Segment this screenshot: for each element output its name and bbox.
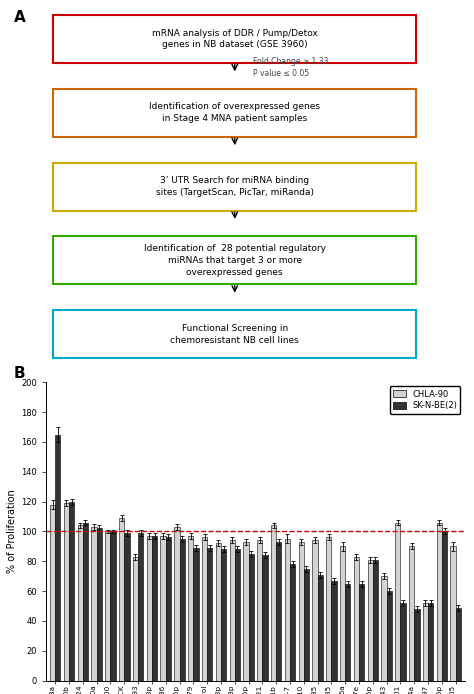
Text: Identification of  28 potential regulatory
miRNAs that target 3 or more
overexpr: Identification of 28 potential regulator… <box>144 244 326 277</box>
FancyBboxPatch shape <box>53 237 416 285</box>
Text: 3’ UTR Search for miRNA binding
sites (TargetScan, PicTar, miRanda): 3’ UTR Search for miRNA binding sites (T… <box>156 176 314 197</box>
Text: B: B <box>14 366 26 381</box>
Text: mRNA analysis of DDR / Pump/Detox
genes in NB dataset (GSE 3960): mRNA analysis of DDR / Pump/Detox genes … <box>152 28 318 49</box>
Text: Functional Screening in
chemoresistant NB cell lines: Functional Screening in chemoresistant N… <box>170 324 299 344</box>
FancyBboxPatch shape <box>53 310 416 358</box>
Text: Identification of overexpressed genes
in Stage 4 MNA patient samples: Identification of overexpressed genes in… <box>149 103 320 124</box>
Text: Fold Change ≥ 1.33
P value ≤ 0.05: Fold Change ≥ 1.33 P value ≤ 0.05 <box>253 58 328 78</box>
FancyBboxPatch shape <box>53 89 416 137</box>
Text: A: A <box>14 10 26 25</box>
FancyBboxPatch shape <box>53 15 416 63</box>
FancyBboxPatch shape <box>53 162 416 211</box>
